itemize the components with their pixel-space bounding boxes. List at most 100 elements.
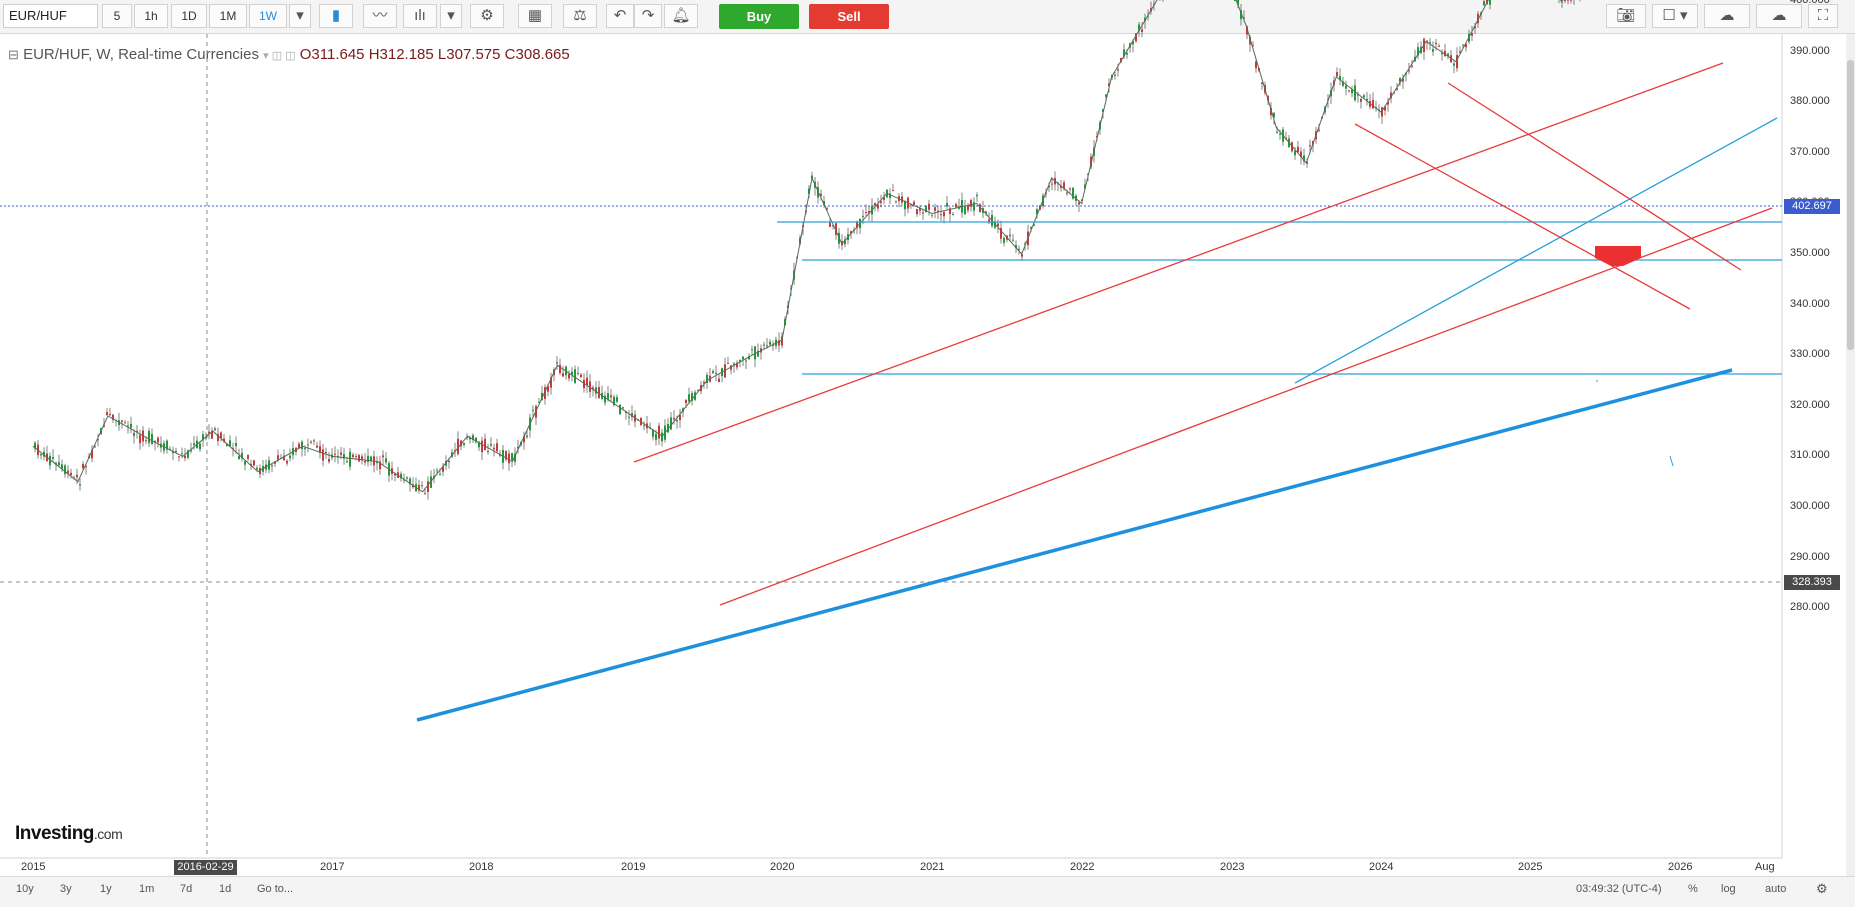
- legend-close: C308.665: [504, 46, 570, 63]
- range-1d-button[interactable]: 1d: [219, 883, 232, 895]
- candle-body: [517, 446, 519, 449]
- y-tick-label: 370.000: [1790, 145, 1830, 158]
- redo-icon[interactable]: ↷: [634, 4, 662, 28]
- candle-body: [1042, 195, 1044, 206]
- candle-body: [595, 387, 597, 394]
- candle-body: [1429, 42, 1431, 44]
- legend-settings-icon[interactable]: ▾ ◫ ◫: [263, 50, 296, 62]
- candle-body: [751, 349, 753, 351]
- range-3y-button[interactable]: 3y: [60, 883, 72, 895]
- candle-body: [967, 205, 969, 211]
- candle-body: [151, 433, 153, 444]
- fullscreen-icon[interactable]: ⛶: [1808, 4, 1838, 28]
- candle-body: [280, 458, 282, 460]
- interval-1m-button[interactable]: 1M: [209, 4, 247, 28]
- candle-body: [346, 461, 348, 463]
- cloud-upload-icon[interactable]: ☁: [1756, 4, 1802, 28]
- interval-5-button[interactable]: 5: [102, 4, 132, 28]
- bars-icon[interactable]: ılı: [403, 4, 437, 28]
- range-1y-button[interactable]: 1y: [100, 883, 112, 895]
- candles-icon[interactable]: ▮: [319, 4, 353, 28]
- interval-1d-button[interactable]: 1D: [171, 4, 207, 28]
- short-support-trendline: [1294, 117, 1778, 384]
- candle-body: [499, 454, 501, 456]
- cloud-download-icon[interactable]: ☁: [1704, 4, 1750, 28]
- buy-button[interactable]: Buy: [719, 4, 799, 29]
- candle-body: [784, 319, 786, 326]
- gear-icon[interactable]: ⚙: [470, 4, 504, 28]
- candle-body: [532, 409, 534, 411]
- candle-body: [976, 194, 978, 197]
- candle-body: [1123, 49, 1125, 57]
- candle-body: [70, 472, 72, 475]
- candle-body: [1333, 80, 1335, 86]
- candle-body: [1030, 226, 1032, 229]
- candle-body: [58, 462, 60, 466]
- candle-body: [853, 229, 855, 231]
- candle-body: [136, 430, 138, 433]
- candle-body: [733, 363, 735, 366]
- candle-body: [1444, 50, 1446, 57]
- interval-1h-button[interactable]: 1h: [134, 4, 168, 28]
- candle-body: [1420, 46, 1422, 53]
- candle-body: [514, 453, 516, 462]
- compare-icon[interactable]: ⚖: [563, 4, 597, 28]
- range-7d-button[interactable]: 7d: [180, 883, 193, 895]
- candle-body: [814, 181, 816, 188]
- candle-body: [856, 222, 858, 229]
- candle-body: [757, 350, 759, 357]
- candle-body: [376, 462, 378, 464]
- candle-body: [1360, 98, 1362, 102]
- candle-body: [298, 443, 300, 449]
- interval-dropdown-icon[interactable]: ▾: [289, 4, 311, 28]
- line-chart-icon[interactable]: 〰: [363, 4, 397, 28]
- alert-bell-icon[interactable]: 🔔︎: [664, 4, 698, 28]
- candle-body: [589, 381, 591, 392]
- candle-body: [451, 452, 453, 457]
- candle-body: [385, 458, 387, 463]
- candle-body: [1105, 94, 1107, 97]
- candle-body: [1066, 192, 1068, 194]
- candle-body: [556, 362, 558, 364]
- chart-settings-gear-icon[interactable]: ⚙: [1816, 881, 1828, 896]
- layout-icon[interactable]: ☐ ▾: [1652, 4, 1698, 28]
- log-scale-button[interactable]: log: [1721, 883, 1736, 895]
- candle-body: [340, 452, 342, 455]
- candle-body: [262, 466, 264, 472]
- candle-body: [418, 484, 420, 491]
- range-10y-button[interactable]: 10y: [16, 883, 34, 895]
- camera-icon[interactable]: 📷︎: [1606, 4, 1646, 28]
- symbol-input[interactable]: EUR/HUF: [3, 4, 98, 28]
- chart-type-dropdown-icon[interactable]: ▾: [440, 4, 462, 28]
- candle-body: [715, 372, 717, 374]
- candle-body: [400, 473, 402, 479]
- candle-body: [175, 450, 177, 453]
- indicators-icon[interactable]: ▦: [518, 4, 552, 28]
- percent-scale-button[interactable]: %: [1688, 883, 1698, 895]
- vertical-scrollbar[interactable]: [1846, 34, 1855, 876]
- candle-body: [871, 205, 873, 215]
- candle-body: [652, 429, 654, 437]
- candle-body: [844, 239, 846, 245]
- sell-button[interactable]: Sell: [809, 4, 889, 29]
- goto-date-button[interactable]: Go to...: [257, 883, 294, 895]
- range-1m-button[interactable]: 1m: [139, 883, 155, 895]
- candle-body: [442, 466, 444, 472]
- auto-scale-button[interactable]: auto: [1765, 883, 1787, 895]
- candle-body: [1048, 185, 1050, 188]
- candle-body: [133, 432, 135, 436]
- candle-body: [244, 461, 246, 465]
- undo-icon[interactable]: ↶: [606, 4, 634, 28]
- candle-body: [310, 441, 312, 443]
- y-tick-label: 380.000: [1790, 95, 1830, 108]
- candle-body: [649, 427, 651, 429]
- candle-body: [358, 455, 360, 462]
- candle-body: [484, 438, 486, 451]
- interval-1w-button[interactable]: 1W: [249, 4, 287, 28]
- candle-body: [433, 475, 435, 479]
- scrollbar-thumb[interactable]: [1847, 60, 1854, 350]
- candle-body: [934, 207, 936, 211]
- x-tick-label: 2024: [1369, 861, 1394, 873]
- collapse-icon[interactable]: ⊟: [8, 47, 19, 62]
